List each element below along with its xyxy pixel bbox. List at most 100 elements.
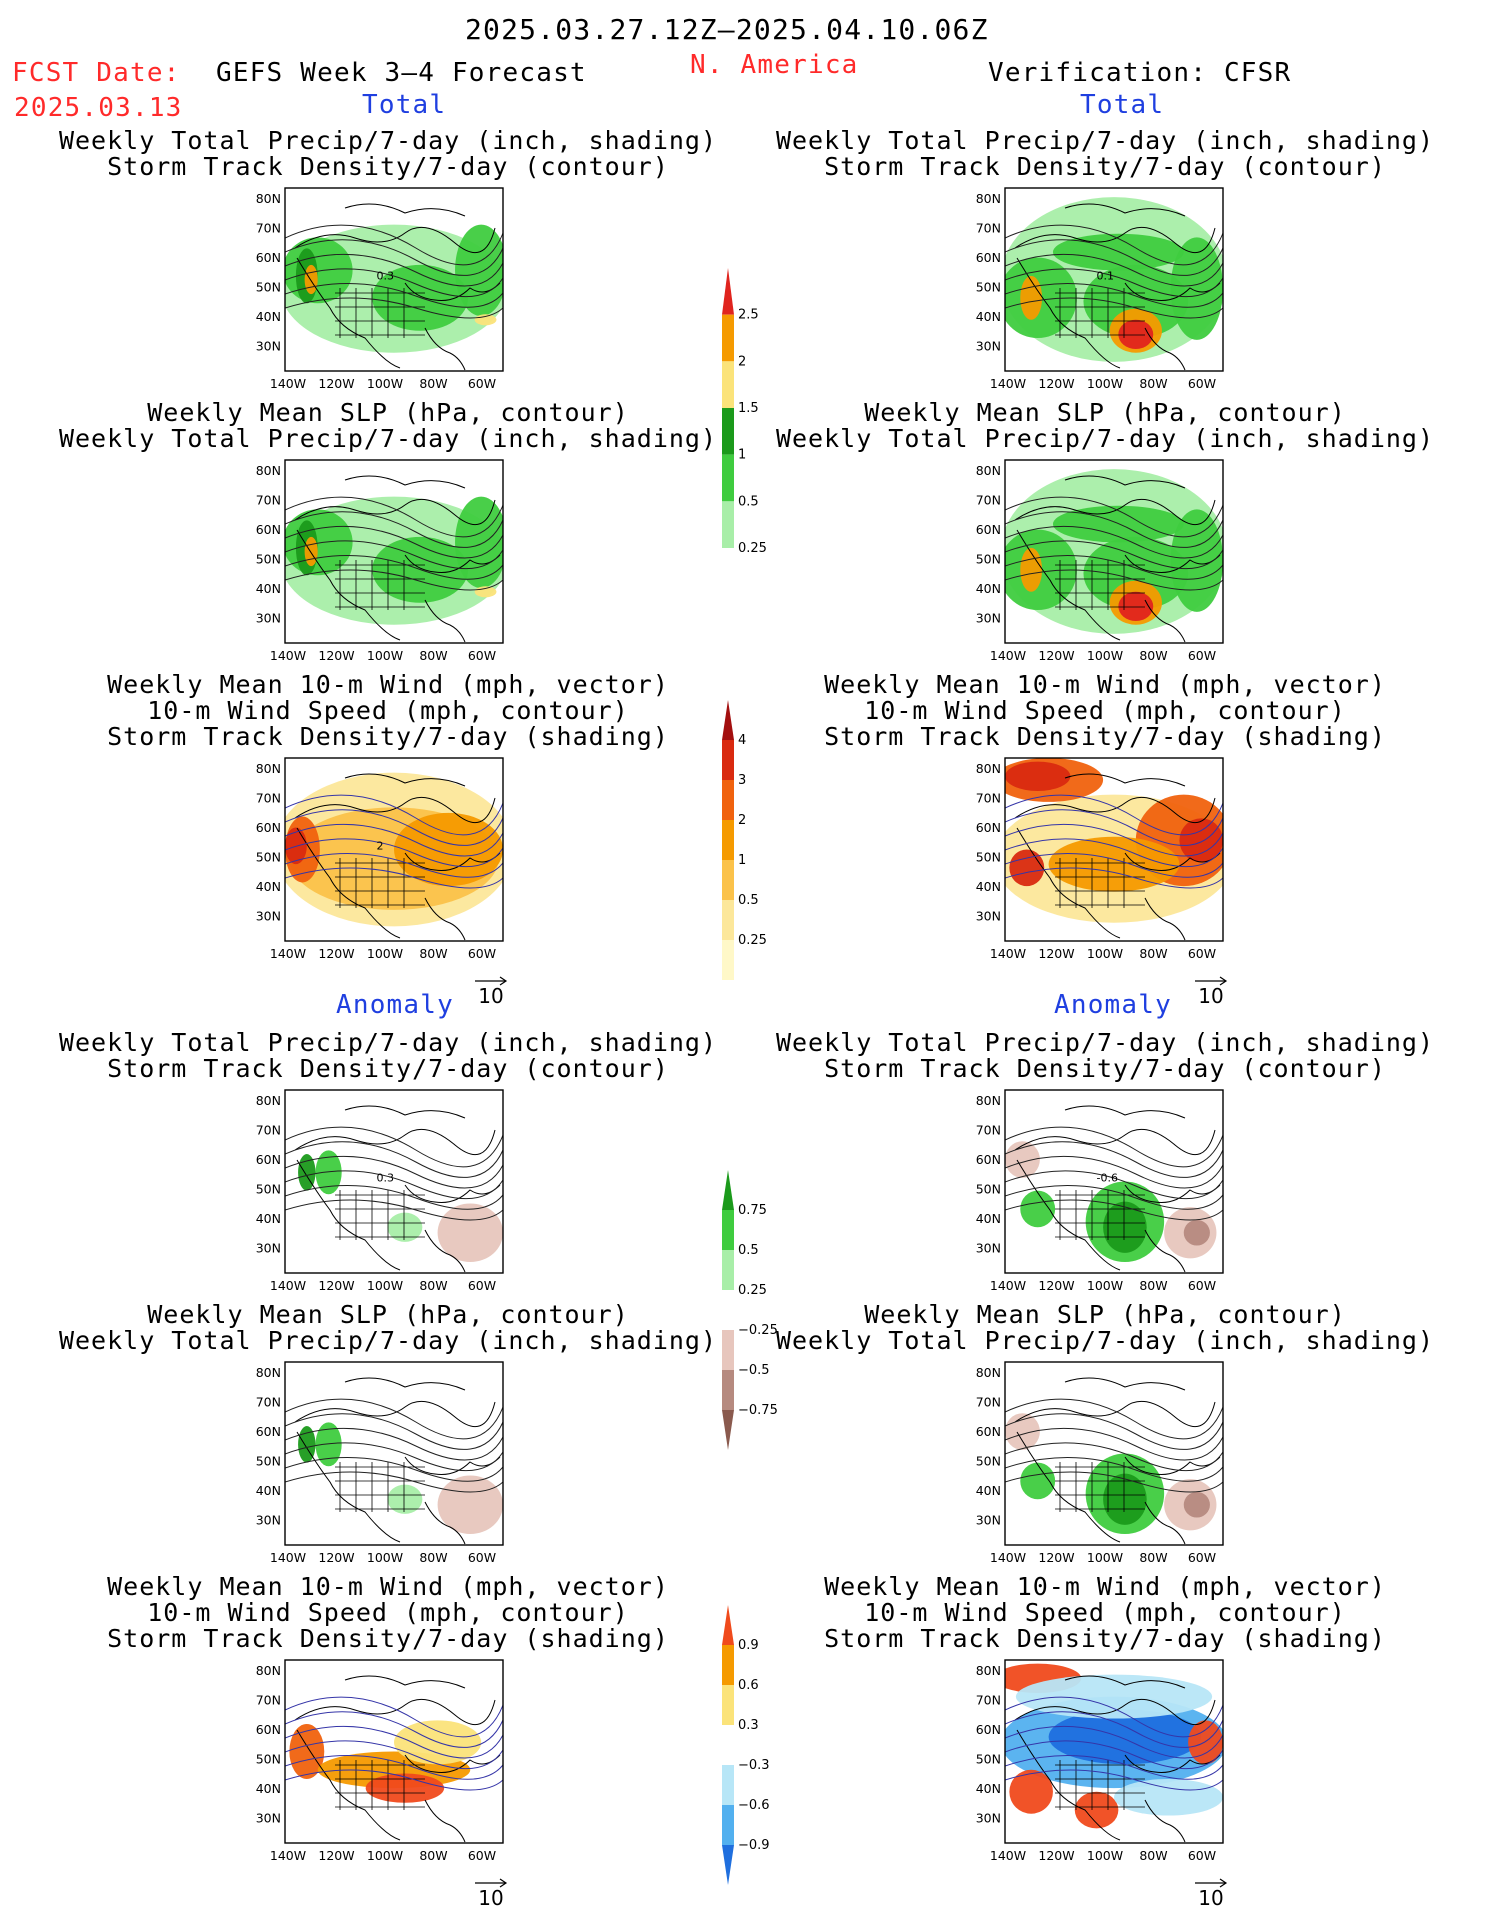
lat-tick-label: 30N [256,1241,281,1256]
lon-tick-label: 80W [1139,376,1167,391]
lon-tick-label: 80W [419,1278,447,1293]
shading-blob [1009,849,1045,887]
lat-tick-label: 40N [976,309,1001,324]
colorbar-precip-anom-swatch [722,1170,734,1210]
lon-tick-label: 140W [990,946,1026,961]
contour-line [285,1155,503,1189]
contour-line [1005,540,1223,570]
colorbar-storm-anom-label: 0.9 [738,1638,759,1653]
contour-line [285,525,503,559]
lat-tick-label: 80N [256,1365,281,1380]
map-frame [284,757,504,942]
lat-tick-label: 30N [256,909,281,924]
shading-blob [455,496,503,589]
lon-tick-label: 120W [318,1278,354,1293]
lon-tick-label: 60W [1188,1550,1216,1565]
lat-tick-label: 80N [256,1663,281,1678]
colorbar-precip-total-label: 2 [738,354,746,369]
lat-tick-label: 60N [256,820,281,835]
colorbar-precip-total-label: 0.5 [738,494,759,509]
coastline [1016,827,1121,939]
colorbar-storm-anom-swatch [722,1685,734,1725]
coastline [294,498,496,525]
caption-right-6-line-3: Storm Track Density/7-day (shading) [824,1624,1386,1653]
lat-tick-label: 60N [256,1424,281,1439]
lon-tick-label: 140W [270,376,306,391]
contour-line [1005,1442,1223,1472]
lon-tick-label: 80W [419,1848,447,1863]
contour-line [1005,823,1223,857]
caption-left-3-line-2: 10-m Wind Speed (mph, contour) [147,696,629,725]
contour-line [285,1725,503,1759]
coastline [424,599,466,643]
colorbar-storm-anom-swatch [722,1765,734,1805]
colorbar-storm-total-swatch [722,900,734,940]
colorbar-storm-total-swatch [722,780,734,820]
coastline [424,897,466,941]
shading-blob [1083,536,1189,611]
map-frame [284,1089,504,1274]
colorbar-storm-anom-label: 0.6 [738,1678,759,1693]
lat-tick-label: 50N [256,552,281,567]
lon-tick-label: 80W [419,1550,447,1565]
lat-tick-label: 70N [256,221,281,236]
colorbar-precip-anom-label: −0.5 [738,1363,770,1378]
lat-tick-label: 30N [976,1241,1001,1256]
shading-blob [1020,547,1043,592]
coastline [1124,1184,1221,1203]
contour-line [1005,867,1223,889]
caption-right-6-line-2: 10-m Wind Speed (mph, contour) [864,1598,1346,1627]
contour-line [285,1413,503,1450]
contour-line [1005,224,1223,266]
shading-blob [289,1724,325,1779]
lat-tick-label: 80N [256,1093,281,1108]
contour-line [285,1457,503,1482]
contour-line [1005,1471,1223,1493]
contour-line [285,823,503,857]
shading-blob [1074,1791,1119,1829]
contour-line [1005,239,1223,276]
vector-ref-arrowhead [1219,1878,1228,1888]
coastline [1144,599,1186,643]
coastline [344,1105,466,1119]
contour-line [1005,1155,1223,1189]
contour-line [285,1696,503,1738]
coastline [404,554,501,573]
map-fcst-total-wind-storm: 2 80N 70N 60N 50N 40N 30N 140W 120W 100W 80W 60W 10 [256,757,508,1008]
contour-line [1005,283,1223,308]
lon-tick-label: 100W [1087,1278,1123,1293]
caption-left-5-line-1: Weekly Mean SLP (hPa, contour) [147,1300,629,1329]
colorbar-precip-total-swatch [722,454,734,502]
shading-blob [1048,836,1180,892]
vector-ref-arrowhead [499,976,508,986]
shading-blob [1048,1709,1202,1765]
caption-right-1-line-2: Storm Track Density/7-day (contour) [824,152,1386,181]
colorbar-storm-total-label: 3 [738,773,746,788]
colorbar-precip-total: 2.5 2 1.5 1 0.5 0.25 [722,268,767,556]
map-frame [1004,187,1224,372]
lon-tick-label: 120W [1038,946,1074,961]
lat-tick-label: 60N [976,820,1001,835]
colorbar-storm-anom-swatch [722,1805,734,1845]
contour-line [1005,1696,1223,1738]
lat-tick-label: 70N [976,1693,1001,1708]
lat-tick-label: 30N [976,339,1001,354]
lat-tick-label: 30N [976,909,1001,924]
lon-tick-label: 60W [1188,1848,1216,1863]
coastline [424,1501,466,1545]
coastline [344,773,466,787]
lon-tick-label: 120W [1038,648,1074,663]
lon-tick-label: 140W [270,946,306,961]
coastline [404,852,501,871]
shading-blob [1020,275,1043,320]
shading-blob [365,1773,445,1803]
caption-left-4-line-1: Weekly Total Precip/7-day (inch, shading… [58,1028,718,1057]
contour-line [285,239,503,276]
lat-tick-label: 60N [256,522,281,537]
lon-tick-label: 120W [1038,1278,1074,1293]
coastline [424,327,466,371]
contour-line [285,569,503,591]
lon-tick-label: 100W [367,1848,403,1863]
contour-line [1005,809,1223,846]
shading-blob [315,1422,342,1467]
